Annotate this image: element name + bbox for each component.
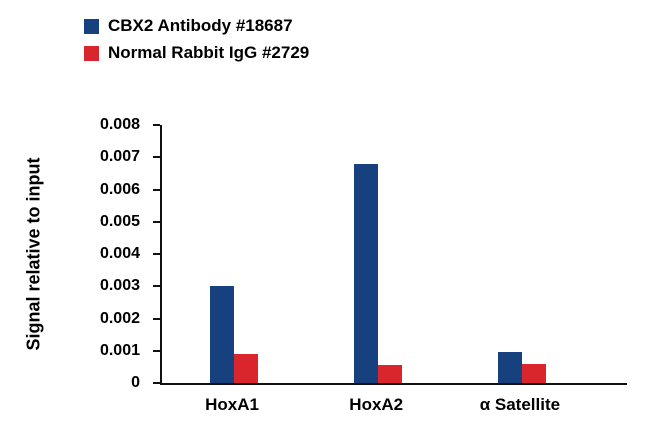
y-tick-label: 0.004 (99, 245, 140, 262)
x-category-label: HoxA2 (349, 395, 404, 414)
y-tick-mark (153, 349, 160, 352)
legend-label: CBX2 Antibody #18687 (108, 16, 293, 35)
y-axis-tick-labels: 0 0.001 0.002 0.003 0.004 0.005 0.006 0.007 0.00… (0, 116, 150, 391)
y-tick-mark (153, 382, 160, 384)
legend-item: CBX2 Antibody #18687 (84, 16, 309, 36)
x-category-label: α Satellite (479, 395, 561, 414)
y-tick-label: 0.007 (99, 148, 140, 166)
bar-α-satellite-series2 (521, 363, 546, 383)
plot-area (153, 124, 627, 385)
y-tick-label: 0.002 (99, 309, 140, 327)
y-tick-mark (153, 124, 160, 126)
y-tick-label: 0.003 (99, 277, 140, 295)
legend-label: Normal Rabbit IgG #2729 (108, 43, 310, 62)
y-tick-mark (153, 285, 160, 288)
y-tick-mark (153, 317, 160, 320)
y-tick-mark (153, 220, 160, 223)
y-tick-mark (153, 188, 160, 191)
y-tick-mark (153, 253, 160, 255)
legend-swatch-icon (84, 45, 99, 61)
y-tick-label: 0.008 (99, 116, 140, 133)
chart-legend: CBX2 Antibody #18687 Normal Rabbit IgG #2… (84, 16, 309, 63)
y-tick-label: 0 (131, 374, 140, 391)
bar-hoxa1-series2 (234, 353, 259, 383)
bar-α-satellite-series1 (497, 351, 522, 383)
x-category-label: HoxA1 (205, 395, 259, 414)
bar-hoxa1-series1 (210, 286, 235, 383)
legend-item: Normal Rabbit IgG #2729 (84, 43, 309, 63)
bar-hoxa2-series1 (354, 163, 379, 383)
bar-hoxa2-series2 (378, 365, 403, 383)
y-tick-mark (153, 156, 160, 159)
y-tick-label: 0.005 (99, 212, 140, 230)
x-axis-labels: HoxA1 HoxA2 α Satellite (160, 395, 625, 421)
y-tick-label: 0.006 (99, 180, 140, 198)
y-tick-label: 0.001 (99, 341, 140, 359)
legend-swatch-icon (84, 18, 99, 34)
